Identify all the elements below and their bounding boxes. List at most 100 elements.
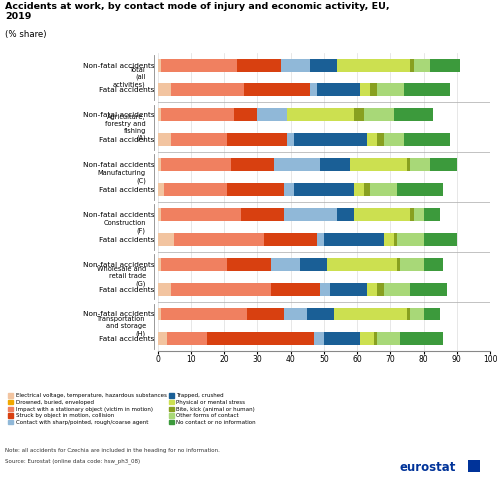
Bar [284, 183, 294, 196]
Bar [161, 208, 240, 221]
Bar [404, 133, 450, 146]
Legend: Electrical voltage, temperature, hazardous substances, Drowned, buried, envelope: Electrical voltage, temperature, hazardo… [8, 393, 256, 425]
Bar [404, 84, 450, 97]
Text: (% share): (% share) [5, 30, 46, 39]
Text: Source: Eurostat (online data code: hsw_ph3_08): Source: Eurostat (online data code: hsw_… [5, 458, 140, 464]
Bar [360, 84, 370, 97]
Bar [270, 258, 300, 271]
Bar [158, 208, 161, 221]
Bar [158, 109, 161, 121]
Bar [248, 307, 284, 320]
Bar [410, 158, 430, 171]
Bar [407, 307, 410, 320]
Text: Total
(all
activities): Total (all activities) [113, 67, 146, 88]
Bar [228, 183, 284, 196]
Bar [354, 183, 364, 196]
Bar [424, 233, 457, 246]
Bar [397, 233, 423, 246]
Text: Wholesale and
retail trade
(G): Wholesale and retail trade (G) [96, 266, 146, 287]
Bar [360, 332, 374, 345]
Bar [158, 307, 161, 320]
Bar [168, 332, 207, 345]
Bar [400, 332, 444, 345]
Bar [314, 332, 324, 345]
Bar [384, 282, 410, 295]
Bar [370, 84, 377, 97]
Bar [424, 208, 440, 221]
Bar [410, 282, 447, 295]
Bar [171, 84, 244, 97]
Text: Transportation
and storage
(H): Transportation and storage (H) [98, 316, 146, 337]
Bar [317, 84, 360, 97]
Text: Accidents at work, by contact mode of injury and economic activity, EU,
2019: Accidents at work, by contact mode of in… [5, 2, 390, 22]
Bar [397, 258, 400, 271]
Bar [424, 258, 444, 271]
Bar [350, 158, 407, 171]
Bar [158, 59, 161, 72]
Bar [330, 282, 367, 295]
Bar [158, 158, 161, 171]
Bar [171, 133, 228, 146]
Bar [171, 282, 270, 295]
Bar [410, 59, 414, 72]
Bar [174, 233, 264, 246]
Bar [337, 208, 353, 221]
Bar [270, 282, 320, 295]
Bar [430, 59, 460, 72]
Bar [324, 233, 384, 246]
Bar [287, 109, 354, 121]
Bar [257, 109, 287, 121]
Bar [324, 332, 360, 345]
Bar [234, 109, 257, 121]
Bar [410, 208, 414, 221]
Bar [364, 109, 394, 121]
Bar [337, 59, 410, 72]
Bar [367, 133, 377, 146]
Bar [377, 282, 384, 295]
Bar [238, 59, 281, 72]
Bar [244, 84, 310, 97]
Bar [407, 158, 410, 171]
Bar [307, 307, 334, 320]
Bar [158, 233, 174, 246]
Bar [164, 183, 228, 196]
Bar [384, 133, 404, 146]
Bar [230, 158, 274, 171]
Bar [320, 282, 330, 295]
Bar [317, 233, 324, 246]
Bar [310, 59, 337, 72]
Bar [228, 133, 287, 146]
Bar [284, 307, 307, 320]
Bar [430, 158, 457, 171]
Bar [364, 183, 370, 196]
Bar [377, 133, 384, 146]
Text: Note: all accidents for Czechia are included in the heading for no information.: Note: all accidents for Czechia are incl… [5, 448, 220, 453]
Bar [310, 84, 317, 97]
Bar [334, 307, 407, 320]
Bar [161, 59, 238, 72]
Bar [377, 332, 400, 345]
Bar [327, 258, 397, 271]
Bar [397, 183, 444, 196]
Bar [414, 59, 430, 72]
Bar [274, 158, 320, 171]
Bar [294, 183, 354, 196]
Bar [374, 332, 377, 345]
Bar [320, 158, 350, 171]
Bar [410, 307, 424, 320]
Bar [384, 233, 394, 246]
Bar [161, 307, 248, 320]
Bar [400, 258, 423, 271]
Bar [284, 208, 337, 221]
Bar [354, 208, 410, 221]
Bar [294, 133, 367, 146]
Bar [414, 208, 424, 221]
Bar [300, 258, 327, 271]
Bar [228, 258, 270, 271]
Bar [370, 183, 397, 196]
Bar [264, 233, 317, 246]
Text: Agriculture,
forestry and
fishing
(A): Agriculture, forestry and fishing (A) [105, 113, 146, 141]
Bar [287, 133, 294, 146]
Bar [394, 109, 434, 121]
Bar [367, 282, 377, 295]
